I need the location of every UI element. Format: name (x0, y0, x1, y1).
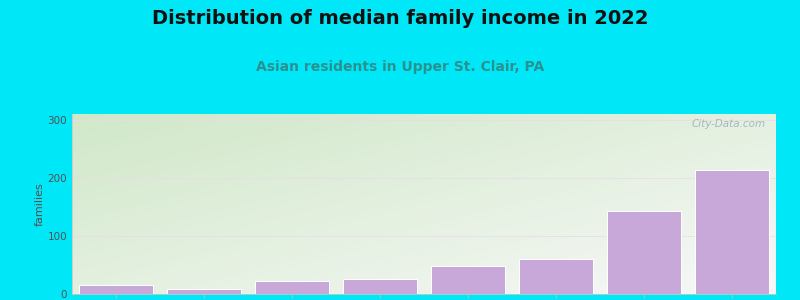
Text: Asian residents in Upper St. Clair, PA: Asian residents in Upper St. Clair, PA (256, 60, 544, 74)
Bar (694, 170, 770, 294)
Text: Distribution of median family income in 2022: Distribution of median family income in … (152, 9, 648, 28)
Bar (254, 281, 330, 294)
Bar (518, 259, 594, 294)
Bar (78, 285, 154, 294)
Bar (342, 280, 418, 294)
Bar (430, 266, 506, 294)
Bar (166, 290, 242, 294)
Text: City-Data.com: City-Data.com (691, 119, 766, 129)
Bar (606, 211, 682, 294)
Y-axis label: families: families (34, 182, 45, 226)
